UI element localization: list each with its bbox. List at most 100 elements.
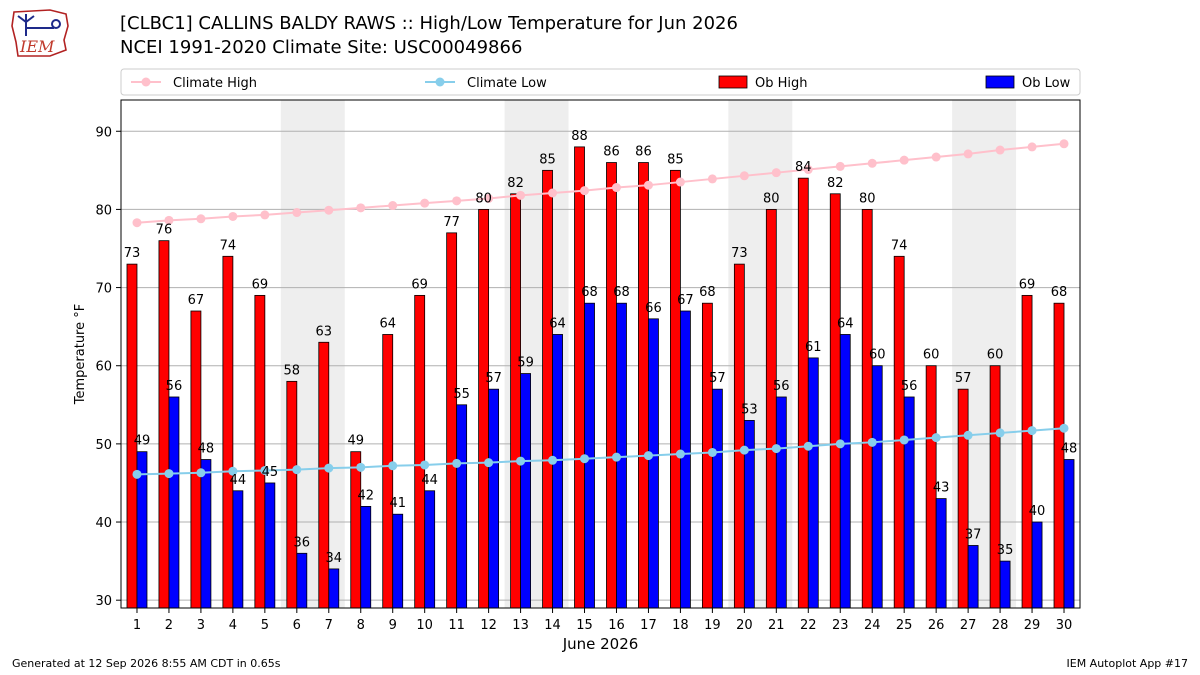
x-tick-label: 29 bbox=[1024, 618, 1041, 633]
climate-low-line bbox=[136, 427, 1065, 476]
climate-low-point bbox=[643, 451, 653, 461]
climate-low-point bbox=[899, 435, 909, 445]
ob-low-bar bbox=[232, 490, 244, 609]
ob-high-label: 60 bbox=[987, 348, 1004, 363]
ob-high-label: 67 bbox=[188, 293, 205, 308]
climate-low-legend-marker bbox=[435, 77, 445, 87]
climate-low-point bbox=[420, 460, 430, 470]
ob-high-bar bbox=[478, 209, 490, 609]
ob-low-label: 61 bbox=[805, 340, 822, 355]
ob-low-bar bbox=[711, 388, 723, 609]
climate-low-point bbox=[1059, 423, 1069, 433]
ob-high-label: 68 bbox=[1051, 285, 1068, 300]
climate-high-point bbox=[388, 201, 398, 211]
ob-high-label: 69 bbox=[252, 277, 269, 292]
ob-high-label: 82 bbox=[507, 176, 524, 191]
climate-high-point bbox=[931, 152, 941, 162]
climate-high-point bbox=[1027, 142, 1037, 152]
x-tick-label: 3 bbox=[197, 618, 205, 633]
ob-low-legend-label: Ob Low bbox=[1022, 76, 1071, 91]
ob-high-bar bbox=[733, 263, 745, 609]
climate-low-point bbox=[675, 449, 685, 459]
ob-high-label: 49 bbox=[347, 434, 364, 449]
climate-low-point bbox=[580, 454, 590, 464]
ob-low-bar bbox=[552, 334, 563, 609]
climate-high-point bbox=[292, 208, 302, 218]
climate-high-point bbox=[548, 188, 558, 198]
y-tick-label: 90 bbox=[95, 125, 112, 140]
climate-high-point bbox=[516, 190, 526, 200]
x-tick-label: 26 bbox=[928, 618, 945, 633]
x-tick-label: 6 bbox=[293, 618, 301, 633]
y-tick-label: 50 bbox=[95, 438, 112, 453]
ob-low-label: 66 bbox=[645, 301, 662, 316]
x-tick-label: 15 bbox=[576, 618, 593, 633]
y-tick-label: 80 bbox=[95, 203, 112, 218]
bar-series bbox=[126, 146, 1075, 609]
ob-low-label: 67 bbox=[677, 293, 694, 308]
ob-high-label: 74 bbox=[220, 238, 237, 253]
x-tick-label: 5 bbox=[261, 618, 269, 633]
climate-low-point bbox=[132, 469, 142, 479]
ob-low-bar bbox=[424, 490, 436, 609]
climate-high-point bbox=[164, 215, 174, 225]
ob-high-label: 80 bbox=[475, 191, 492, 206]
ob-low-label: 44 bbox=[230, 473, 247, 488]
chart-title: [CLBC1] CALLINS BALDY RAWS :: High/Low T… bbox=[120, 13, 738, 34]
climate-high-point bbox=[643, 180, 653, 190]
climate-high-point bbox=[228, 211, 238, 221]
ob-high-bar bbox=[574, 146, 585, 609]
climate-high-point bbox=[707, 174, 717, 184]
ob-low-bar bbox=[839, 334, 851, 609]
ob-low-bar bbox=[360, 505, 372, 609]
bar-value-labels: 73 49 76 56 67 48 74 44 69 45 58 36 63 34 49 42 64 41 69 44… bbox=[124, 129, 1078, 566]
ob-low-bar bbox=[967, 545, 979, 609]
ob-low-label: 41 bbox=[389, 496, 406, 511]
climate-low-point bbox=[164, 469, 174, 479]
x-axis: 1 2 3 4 5 6 7 8 9 10 11 12 13 14 15 16 17 18 19 20 21 22 23 24 2… bbox=[133, 608, 1072, 633]
ob-low-label: 60 bbox=[869, 348, 886, 363]
climate-high-line bbox=[136, 142, 1065, 224]
climate-low-point bbox=[324, 463, 334, 473]
ob-high-label: 80 bbox=[763, 191, 780, 206]
legend-frame bbox=[120, 68, 1081, 96]
climate-low-point bbox=[1027, 426, 1037, 436]
climate-high-legend-marker bbox=[141, 77, 151, 87]
climate-low-point bbox=[228, 466, 238, 476]
ob-high-bar bbox=[893, 255, 905, 609]
ob-high-bar bbox=[158, 240, 170, 609]
y-tick-label: 60 bbox=[95, 360, 112, 375]
climate-high-point bbox=[675, 177, 685, 187]
y-tick-label: 30 bbox=[95, 594, 112, 609]
x-tick-label: 4 bbox=[229, 618, 237, 633]
climate-low-point bbox=[835, 439, 845, 449]
ob-low-bar bbox=[999, 560, 1011, 609]
ob-high-label: 57 bbox=[955, 371, 972, 386]
y-axis-label: Temperature °F bbox=[73, 304, 88, 405]
x-tick-label: 13 bbox=[512, 618, 529, 633]
ob-high-bar bbox=[350, 451, 362, 609]
ob-low-bar bbox=[680, 310, 691, 609]
ob-high-bar bbox=[989, 365, 1001, 609]
ob-low-label: 35 bbox=[997, 543, 1014, 558]
ob-high-label: 73 bbox=[124, 246, 141, 261]
climate-high-point bbox=[611, 183, 621, 193]
ob-high-bar bbox=[606, 162, 617, 609]
climate-high-point bbox=[899, 155, 909, 165]
ob-high-bar bbox=[286, 380, 298, 609]
climate-low-point bbox=[292, 465, 302, 475]
climate-low-point bbox=[771, 444, 781, 454]
ob-high-bar bbox=[797, 177, 809, 609]
climate-high-point bbox=[739, 171, 749, 181]
climate-high-point bbox=[260, 210, 270, 220]
ob-low-label: 42 bbox=[357, 488, 374, 503]
ob-low-label: 64 bbox=[837, 316, 854, 331]
ob-low-label: 43 bbox=[933, 481, 950, 496]
climate-high-point bbox=[356, 203, 366, 213]
ob-low-bar bbox=[807, 357, 819, 609]
ob-low-bar bbox=[456, 404, 468, 609]
climate-high-legend-label: Climate High bbox=[173, 76, 257, 91]
x-tick-label: 27 bbox=[960, 618, 977, 633]
climate-low-point bbox=[707, 447, 717, 457]
